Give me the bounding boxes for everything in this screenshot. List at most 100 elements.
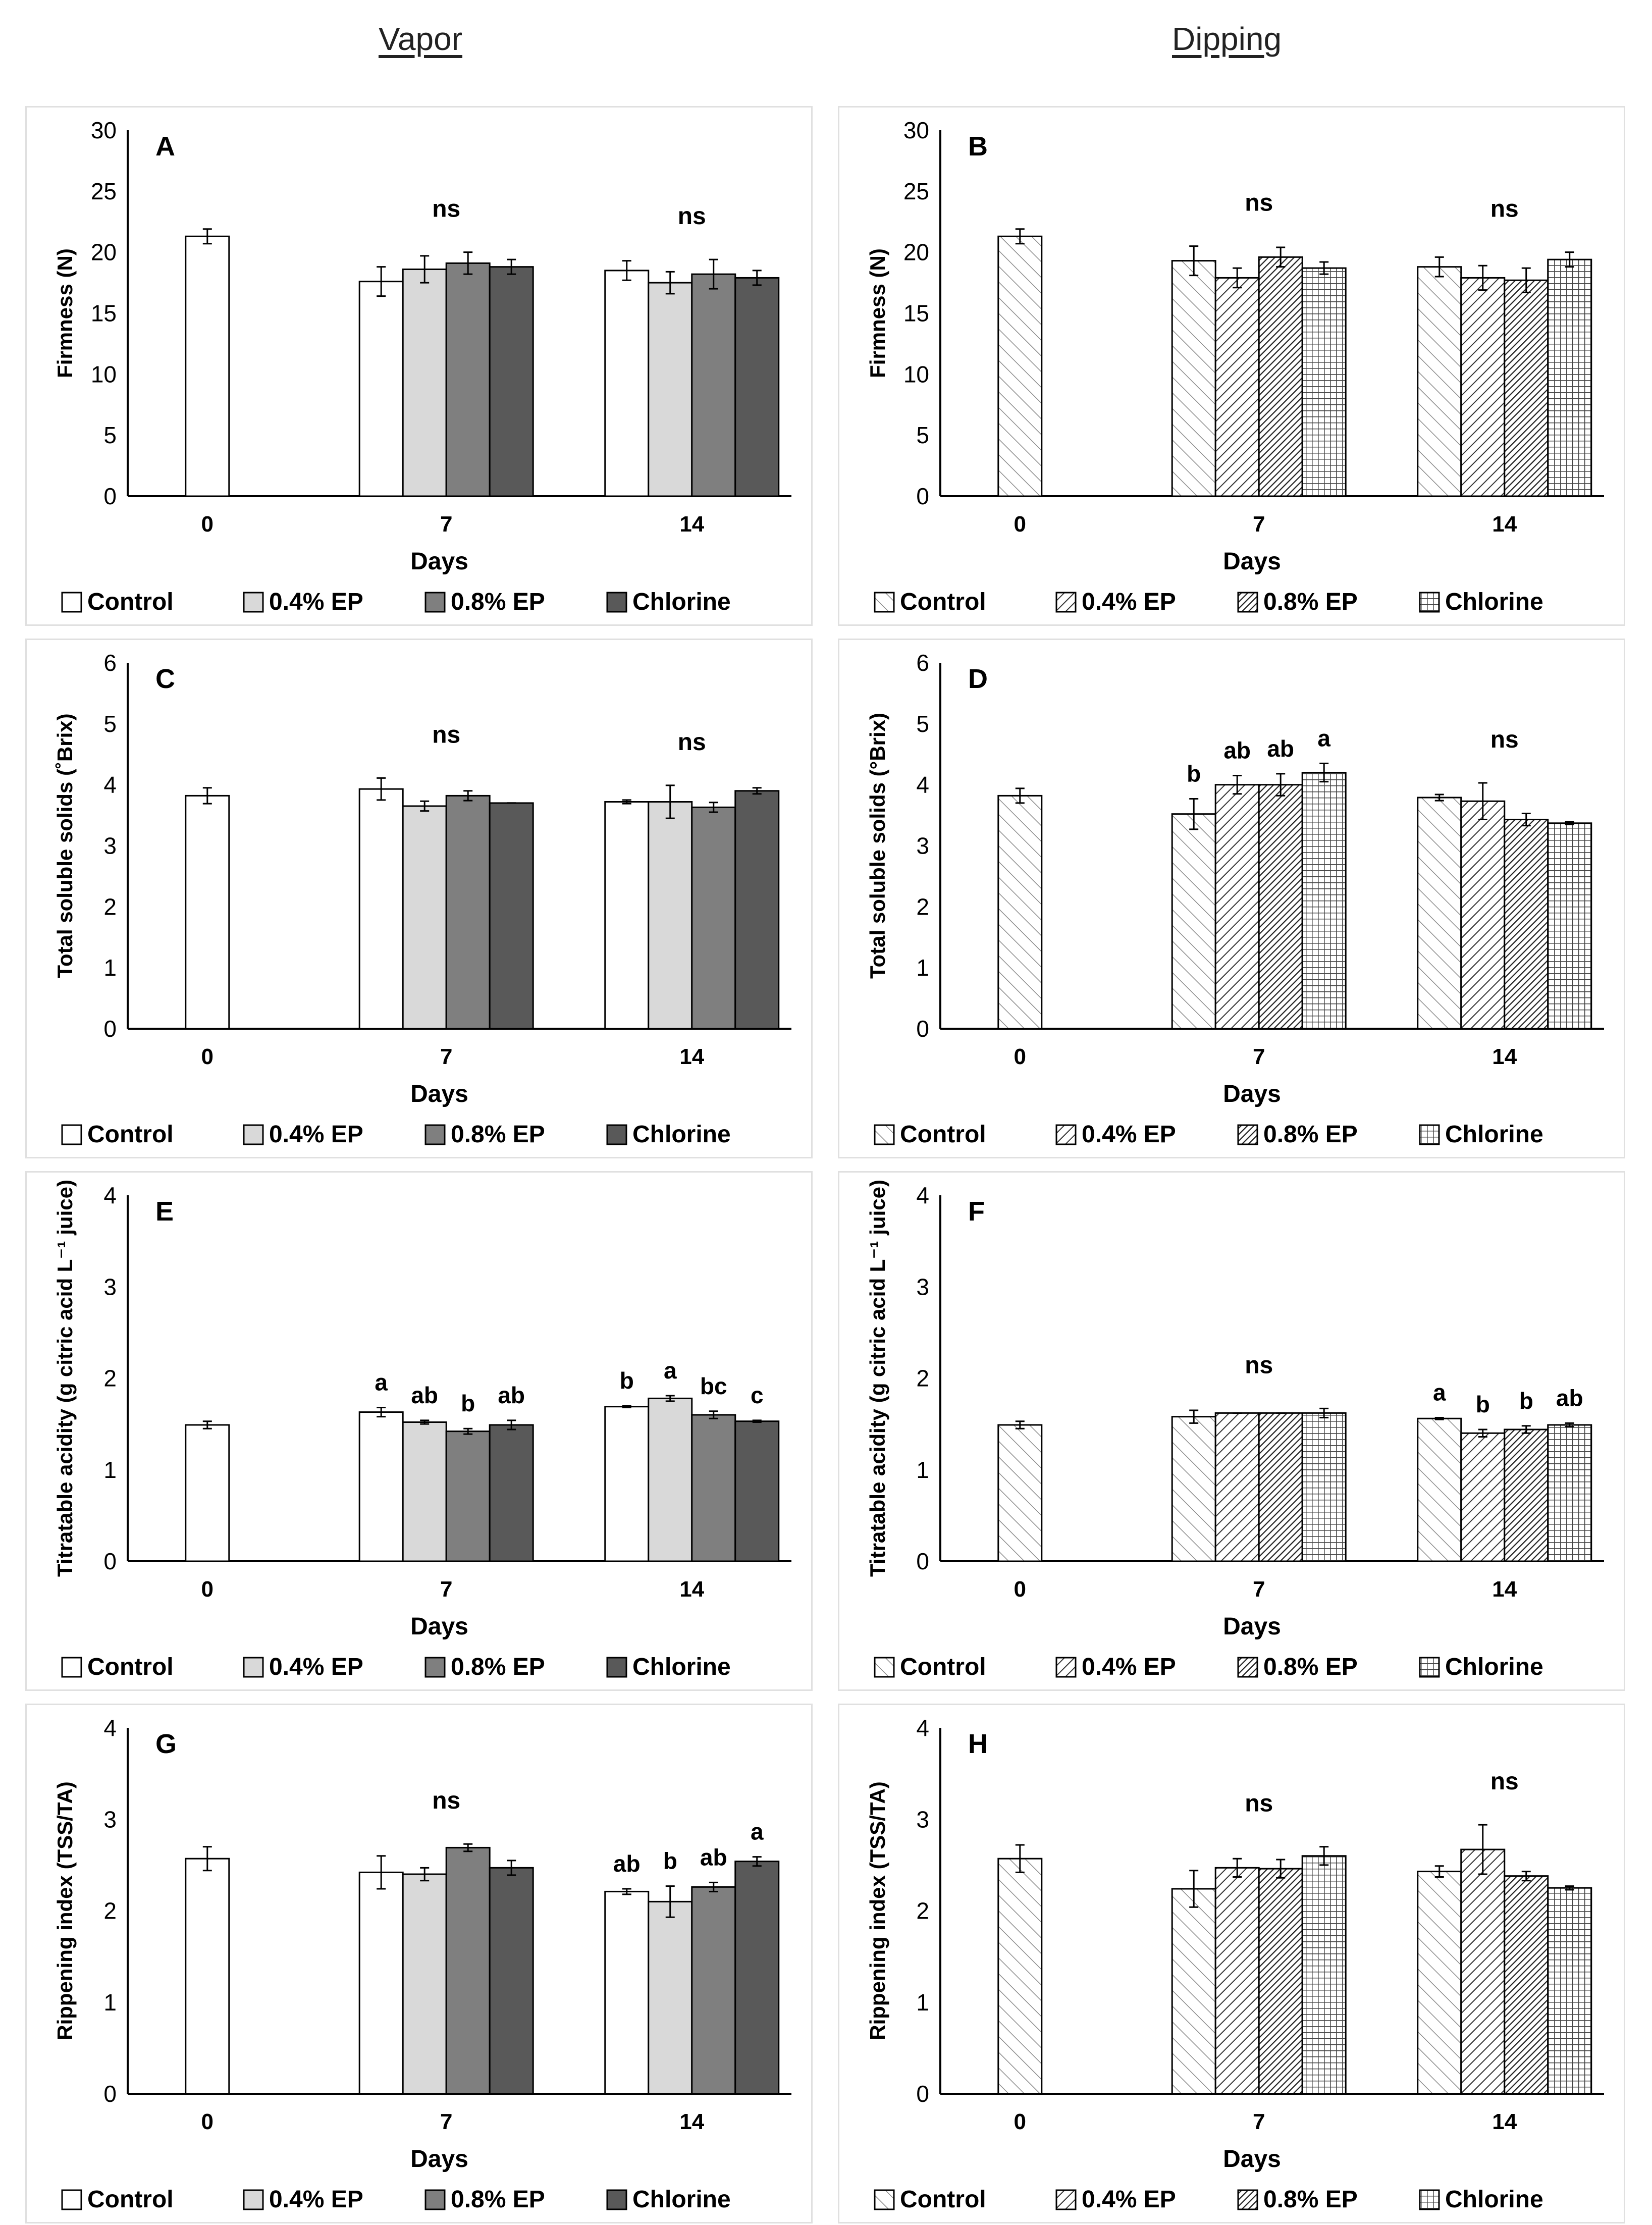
legend-swatch bbox=[243, 1124, 264, 1145]
significance-label: b bbox=[1187, 760, 1201, 786]
legend-swatch bbox=[61, 1124, 82, 1145]
x-tick-label: 7 bbox=[440, 1577, 452, 1602]
legend-label: Control bbox=[900, 1121, 986, 1148]
panel-letter: G bbox=[155, 1729, 177, 1759]
legend-label: 0.4% EP bbox=[1082, 1121, 1176, 1148]
chart-panel-G: 0 1 2 3 4 G Rippening index (TSS/TA) 0 ns 7 ab b ab a… bbox=[25, 1704, 813, 2223]
x-tick-label: 14 bbox=[679, 512, 704, 537]
group-significance-label: ns bbox=[1490, 1768, 1519, 1795]
y-tick-label: 0 bbox=[103, 2081, 117, 2107]
panel-letter: H bbox=[968, 1729, 988, 1759]
bar-04ep bbox=[1214, 1412, 1260, 1562]
x-tick-label: 0 bbox=[201, 512, 214, 537]
bar-08ep bbox=[1504, 1875, 1549, 2095]
legend-swatch bbox=[874, 2189, 895, 2210]
legend-swatch bbox=[1237, 592, 1258, 613]
bar-04ep bbox=[1460, 1432, 1506, 1562]
legend-label: Control bbox=[900, 1654, 986, 1680]
panel-letter: D bbox=[968, 664, 988, 694]
bar-control bbox=[1171, 1416, 1216, 1562]
bar-control bbox=[185, 1424, 230, 1562]
y-axis-label: Total soluble solids (°Brix) bbox=[866, 713, 889, 979]
legend-swatch bbox=[874, 1124, 895, 1145]
y-tick-label: 5 bbox=[103, 422, 117, 448]
y-tick-label: 25 bbox=[91, 178, 117, 204]
legend-label: Control bbox=[900, 2186, 986, 2213]
group-significance-label: ns bbox=[1245, 190, 1273, 217]
x-tick-label: 0 bbox=[1014, 512, 1026, 537]
legend-swatch bbox=[1419, 1124, 1440, 1145]
y-tick-label: 30 bbox=[91, 117, 117, 143]
y-tick-label: 10 bbox=[91, 361, 117, 387]
y-axis-label: Firmness (N) bbox=[866, 248, 889, 378]
legend-label: Control bbox=[87, 1121, 174, 1148]
x-axis-label: Days bbox=[410, 548, 468, 575]
x-axis-label: Days bbox=[1223, 1613, 1281, 1640]
y-tick-label: 4 bbox=[103, 1182, 117, 1208]
significance-label: b bbox=[461, 1390, 475, 1416]
bar-04ep bbox=[1214, 277, 1260, 497]
x-tick-label: 0 bbox=[201, 2109, 214, 2134]
legend-swatch bbox=[1055, 2189, 1077, 2210]
y-tick-label: 4 bbox=[916, 1182, 929, 1208]
legend-swatch bbox=[1419, 2189, 1440, 2210]
significance-label: ab bbox=[700, 1844, 727, 1870]
legend-swatch bbox=[1055, 1124, 1077, 1145]
legend-label: Control bbox=[87, 589, 174, 615]
bar-control bbox=[185, 235, 230, 497]
bar-chlorine bbox=[489, 802, 534, 1030]
y-tick-label: 0 bbox=[916, 1016, 929, 1042]
legend-swatch bbox=[874, 592, 895, 613]
legend-label: Chlorine bbox=[1445, 1121, 1543, 1148]
bar-control bbox=[1417, 1871, 1462, 2095]
group-significance-label: ns bbox=[1490, 726, 1519, 753]
y-tick-label: 1 bbox=[916, 1457, 929, 1483]
chart-panel-D: 0 1 2 3 4 5 6 D Total soluble solids (°Brix) 0 b ab… bbox=[838, 639, 1625, 1158]
x-tick-label: 14 bbox=[679, 2109, 704, 2134]
bar-control bbox=[997, 235, 1043, 497]
bar-chlorine bbox=[1301, 772, 1347, 1030]
y-tick-label: 0 bbox=[103, 483, 117, 509]
legend-swatch bbox=[424, 2189, 446, 2210]
y-tick-label: 0 bbox=[103, 1016, 117, 1042]
legend-swatch bbox=[61, 1657, 82, 1678]
x-axis-label: Days bbox=[410, 1613, 468, 1640]
bar-08ep bbox=[445, 262, 491, 497]
legend-label: Control bbox=[87, 1654, 174, 1680]
bar-08ep bbox=[691, 1414, 736, 1562]
x-tick-label: 7 bbox=[1253, 2109, 1265, 2134]
legend-label: 0.8% EP bbox=[1263, 1654, 1358, 1680]
bar-04ep bbox=[1460, 1848, 1506, 2095]
x-tick-label: 7 bbox=[440, 512, 452, 537]
legend-swatch bbox=[424, 1124, 446, 1145]
bar-chlorine bbox=[1547, 1887, 1592, 2095]
legend-swatch bbox=[1419, 1657, 1440, 1678]
x-tick-label: 14 bbox=[1492, 512, 1517, 537]
legend-swatch bbox=[243, 1657, 264, 1678]
legend-label: 0.8% EP bbox=[1263, 1121, 1358, 1148]
legend-swatch bbox=[424, 592, 446, 613]
x-tick-label: 0 bbox=[1014, 2109, 1026, 2134]
bar-08ep bbox=[1504, 819, 1549, 1030]
y-tick-label: 5 bbox=[103, 711, 117, 737]
column-title-vapor: Vapor bbox=[379, 21, 463, 57]
bar-04ep bbox=[1460, 277, 1506, 497]
bar-08ep bbox=[1258, 1412, 1303, 1562]
y-tick-label: 1 bbox=[916, 1989, 929, 2016]
legend-label: 0.8% EP bbox=[1263, 2186, 1358, 2213]
bar-chlorine bbox=[489, 1424, 534, 1562]
bar-control bbox=[604, 801, 650, 1030]
y-tick-label: 6 bbox=[103, 650, 117, 676]
bar-08ep bbox=[445, 1431, 491, 1562]
y-tick-label: 4 bbox=[916, 772, 929, 798]
y-tick-label: 1 bbox=[103, 1457, 117, 1483]
bar-04ep bbox=[1214, 784, 1260, 1030]
x-axis-label: Days bbox=[410, 1081, 468, 1107]
bar-chlorine bbox=[734, 1420, 780, 1562]
significance-label: b bbox=[620, 1367, 634, 1394]
panel-letter: E bbox=[155, 1196, 174, 1227]
x-tick-label: 0 bbox=[201, 1044, 214, 1069]
x-tick-label: 7 bbox=[1253, 1577, 1265, 1602]
legend-label: Chlorine bbox=[632, 589, 731, 615]
